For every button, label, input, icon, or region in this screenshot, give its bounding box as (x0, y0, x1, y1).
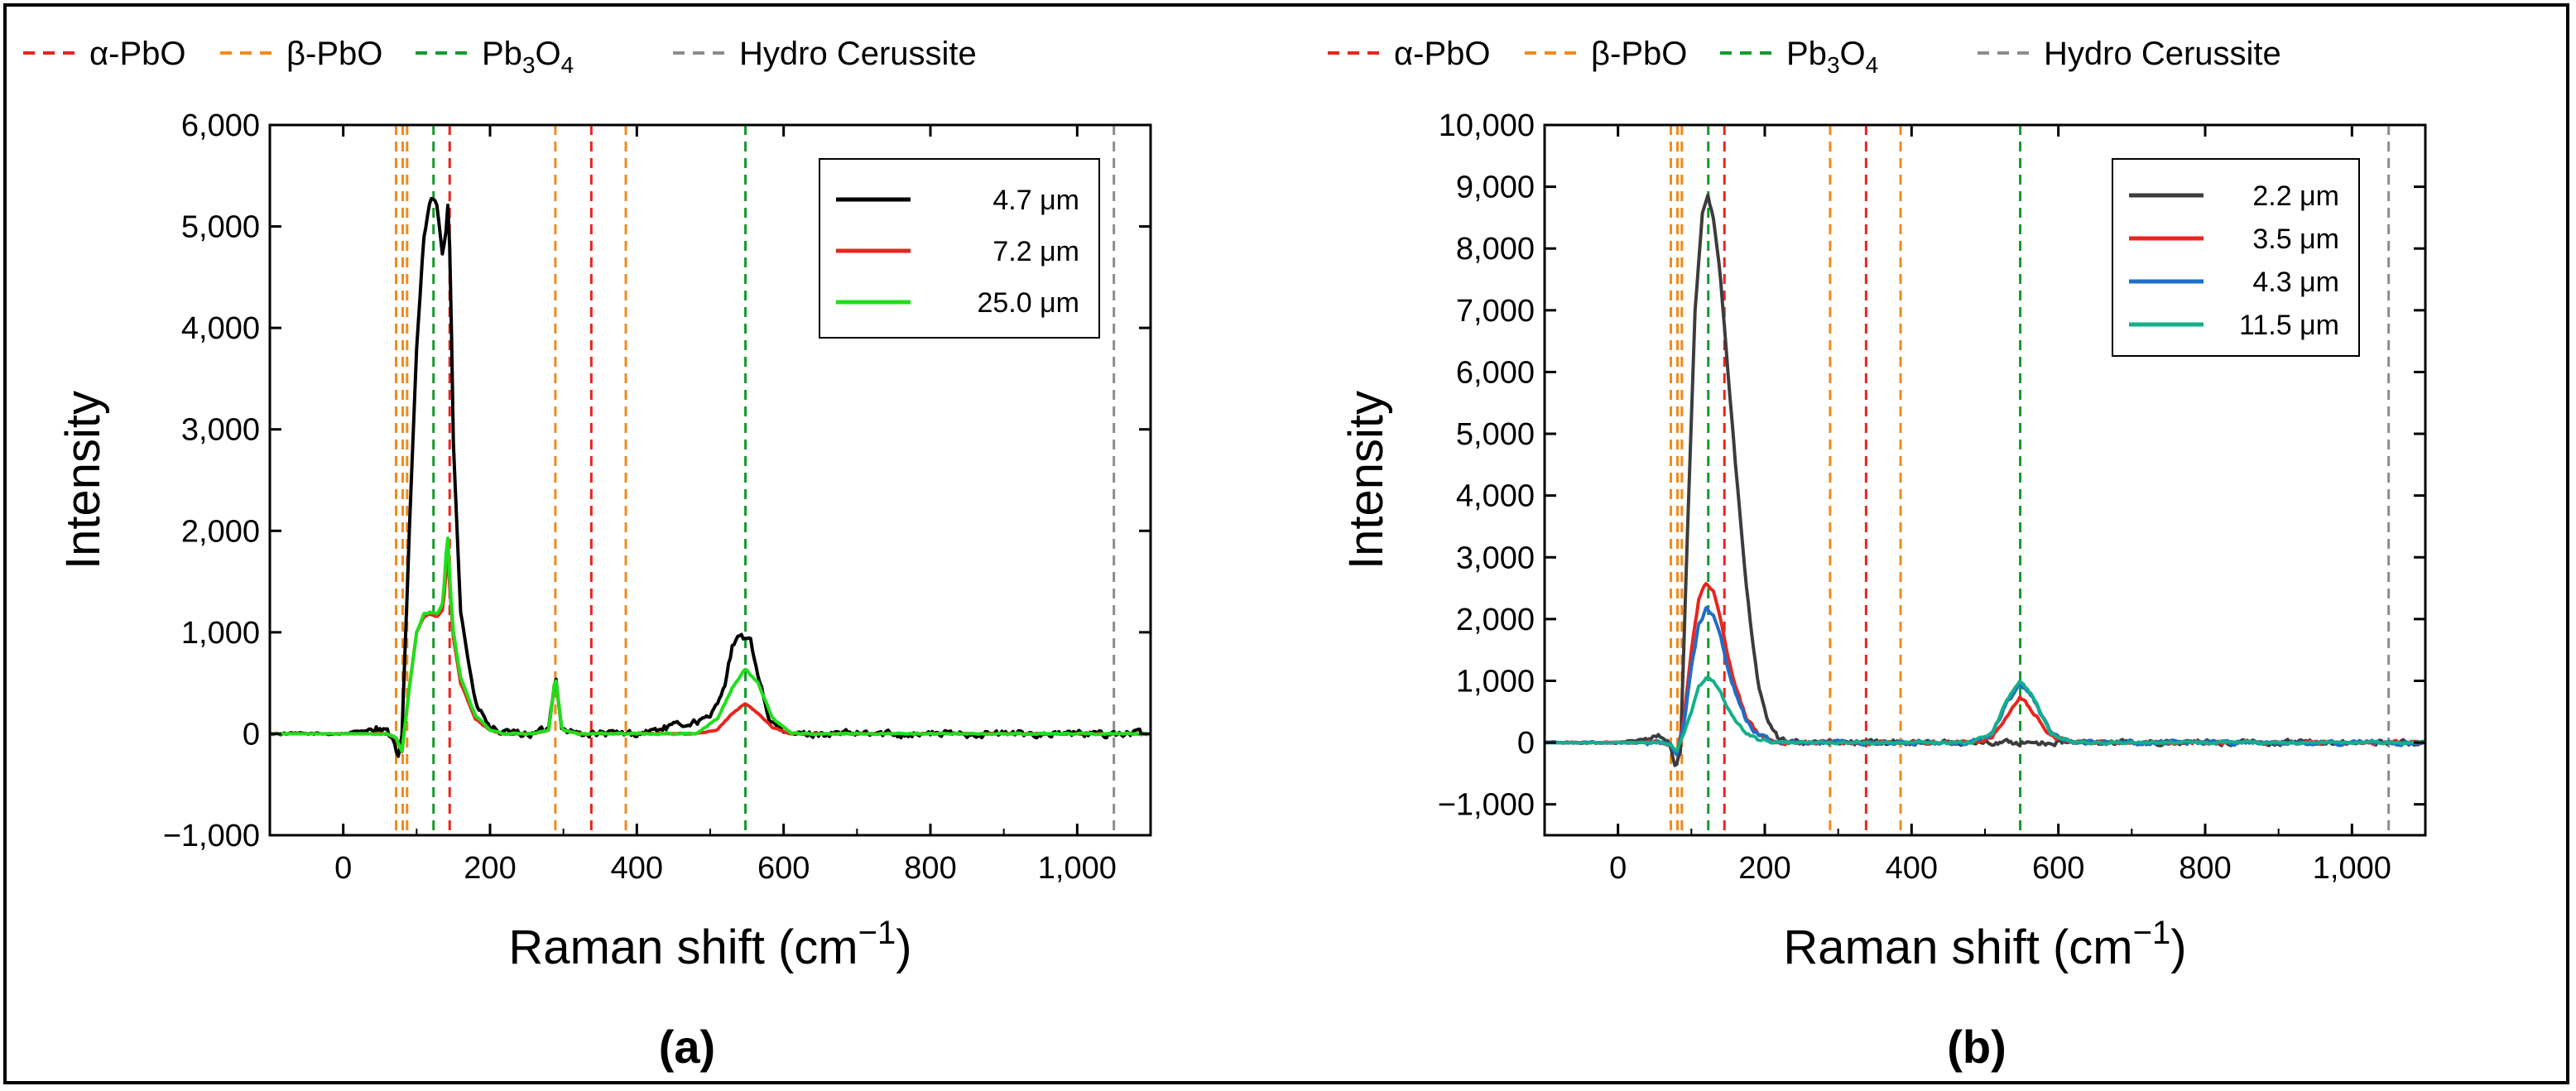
y-tick-label: 0 (243, 717, 260, 752)
top-legend-label-2: β-PbO (1591, 36, 1687, 72)
series-line-3 (270, 536, 1151, 753)
y-tick-label: 4,000 (1456, 479, 1535, 514)
y-axis-title: Intensity (56, 391, 110, 570)
x-tick-label: 0 (334, 851, 352, 886)
top-legend-label-2: β-PbO (286, 36, 382, 72)
x-axis-title: Raman shift (cm−1) (1783, 915, 2186, 974)
series-legend-label-4: 11.5 μm (2239, 310, 2339, 341)
x-tick-label: 800 (904, 851, 956, 886)
x-tick-label: 0 (1609, 851, 1627, 886)
x-tick-label: 600 (2032, 851, 2084, 886)
top-legend-label-3: Pb3O4 (1786, 36, 1878, 78)
panel-b: 0 200 400 600 800 1,000 −1,000 0 1,000 2,000 3,000… (1339, 108, 2427, 1073)
y-tick-label: 2,000 (181, 514, 260, 549)
y-tick-label: 1,000 (1456, 664, 1535, 699)
series-legend-label-1: 4.7 μm (992, 185, 1079, 216)
y-tick-label: 9,000 (1456, 171, 1535, 205)
x-tick-label: 400 (611, 851, 663, 886)
plot-area (1545, 193, 2425, 767)
series-legend-label-2: 7.2 μm (992, 236, 1079, 267)
panel-label: (a) (659, 1021, 715, 1073)
x-tick-label: 800 (2179, 851, 2231, 886)
y-tick-label: 3,000 (1456, 541, 1535, 575)
panel-label: (b) (1947, 1021, 2006, 1073)
plot-area (270, 196, 1151, 758)
panel-a: 0 200 400 600 800 1,000 −1,000 0 1,000 2,000 3,000… (56, 108, 1152, 1073)
y-tick-label: 8,000 (1456, 232, 1535, 267)
top-legend-label-4: Hydro Cerussite (739, 36, 977, 72)
series-legend-label-2: 3.5 μm (2252, 223, 2339, 255)
y-tick-label: −1,000 (163, 819, 260, 853)
top-legend-label-3: Pb3O4 (482, 36, 574, 78)
x-axis-title: Raman shift (cm−1) (508, 915, 911, 974)
y-tick-label: 6,000 (181, 108, 260, 143)
series-legend-label-1: 2.2 μm (2252, 180, 2339, 212)
x-tick-label: 1,000 (1038, 851, 1117, 886)
series-legend-box (819, 158, 1100, 339)
x-tick-label: 400 (1886, 851, 1938, 886)
figure-frame (3, 3, 2569, 1084)
y-tick-label: 6,000 (1456, 355, 1535, 390)
y-tick-label: 7,000 (1456, 294, 1535, 329)
y-axis-title: Intensity (1339, 391, 1393, 570)
top-legend-label-1: α-PbO (1394, 36, 1490, 72)
series-legend-label-3: 4.3 μm (2252, 267, 2339, 298)
x-tick-label: 200 (1738, 851, 1790, 886)
series-legend-label-3: 25.0 μm (977, 287, 1079, 319)
y-tick-label: 5,000 (181, 210, 260, 245)
y-tick-label: 2,000 (1456, 603, 1535, 637)
series-line-4 (1545, 675, 2425, 753)
top-legend-label-1: α-PbO (89, 36, 185, 72)
x-tick-label: 600 (757, 851, 810, 886)
y-tick-label: −1,000 (1438, 788, 1535, 823)
top-legend: α-PbO β-PbO Pb3O4 Hydro Cerussite α-PbO β-PbO… (23, 36, 2281, 78)
y-tick-label: 4,000 (181, 311, 260, 346)
y-tick-label: 1,000 (181, 616, 260, 651)
x-tick-label: 1,000 (2313, 851, 2391, 886)
top-legend-label-4: Hydro Cerussite (2044, 36, 2281, 72)
y-tick-label: 3,000 (181, 413, 260, 448)
y-tick-label: 10,000 (1439, 108, 1535, 143)
y-tick-label: 0 (1517, 726, 1535, 761)
x-tick-label: 200 (464, 851, 516, 886)
y-tick-label: 5,000 (1456, 417, 1535, 452)
